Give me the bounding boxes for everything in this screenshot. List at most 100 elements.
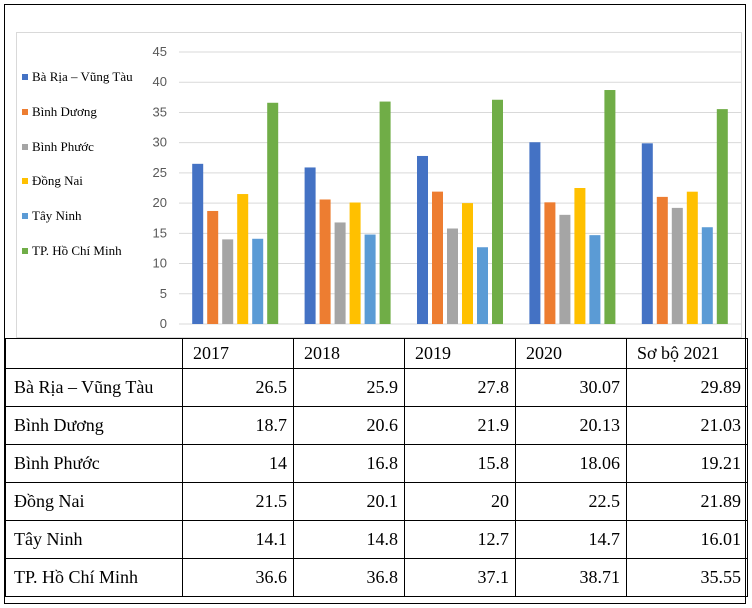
table-cell: 21.89 — [626, 482, 748, 521]
bar — [447, 228, 458, 324]
bar — [379, 101, 391, 324]
bar — [304, 167, 316, 324]
row-label: Bình Dương — [5, 406, 183, 445]
row-label: Bà Rịa – Vũng Tàu — [5, 368, 183, 407]
legend-swatch — [22, 178, 28, 185]
table-header-cell: 2018 — [293, 338, 405, 369]
table-header-cell: 2017 — [182, 338, 294, 369]
bar — [364, 234, 376, 324]
legend-label: Đồng Nai — [32, 173, 83, 189]
legend-label: TP. Hồ Chí Minh — [32, 243, 122, 258]
y-tick-label: 30 — [153, 135, 167, 150]
bar-chart: 0 5 10 15 20 25 30 35 40 45 — [153, 44, 741, 331]
bar — [252, 238, 264, 324]
bar — [477, 247, 488, 324]
legend-item: Bà Rịa – Vũng Tàu — [22, 67, 133, 87]
bar — [641, 143, 653, 324]
table-cell: 21.9 — [404, 406, 516, 445]
bar — [671, 207, 683, 324]
y-tick-label: 15 — [153, 225, 167, 240]
table-cell: 21.5 — [182, 482, 294, 521]
legend-item: TP. Hồ Chí Minh — [22, 241, 122, 261]
bar — [559, 214, 571, 324]
table-row: Bình Phước 14 16.8 15.8 18.06 19.21 — [5, 444, 748, 483]
table-row: Bình Dương 18.7 20.6 21.9 20.13 21.03 — [5, 406, 748, 445]
table-header-cell: 2019 — [404, 338, 516, 369]
bar — [492, 99, 503, 324]
bar — [334, 222, 346, 324]
table-cell: 26.5 — [182, 368, 294, 407]
legend-swatch — [22, 143, 28, 150]
chart-area: 0 5 10 15 20 25 30 35 40 45 Bà Rịa – Vũng Tàu Bình… — [5, 5, 747, 339]
bar — [574, 188, 586, 324]
table-cell: 14.1 — [182, 520, 294, 559]
legend-item: Đồng Nai — [22, 171, 83, 191]
table-header-cell: 2020 — [515, 338, 627, 369]
bar — [319, 199, 331, 324]
bar — [589, 235, 601, 324]
table-cell: 12.7 — [404, 520, 516, 559]
table-cell: 20.6 — [293, 406, 405, 445]
bar — [207, 210, 219, 324]
legend-label: Tây Ninh — [32, 208, 82, 224]
table-cell: 37.1 — [404, 558, 516, 597]
table-cell: 20.1 — [293, 482, 405, 521]
bar — [349, 202, 361, 324]
table-cell: 19.21 — [626, 444, 748, 483]
legend-label: Bình Phước — [32, 138, 94, 154]
bar — [656, 196, 668, 324]
table-row: Bà Rịa – Vũng Tàu 26.5 25.9 27.8 30.07 2… — [5, 368, 748, 407]
y-tick-label: 20 — [153, 195, 167, 210]
table-cell: 25.9 — [293, 368, 405, 407]
legend-item: Tây Ninh — [22, 206, 81, 226]
row-label: Bình Phước — [5, 444, 183, 483]
bar — [544, 202, 556, 324]
y-tick-label: 0 — [160, 316, 167, 331]
table-cell: 21.03 — [626, 406, 748, 445]
legend-swatch — [22, 248, 28, 254]
chart-plot-border — [16, 32, 742, 338]
table-cell: 36.8 — [293, 558, 405, 597]
bar — [529, 142, 541, 324]
y-tick-label: 10 — [153, 256, 167, 271]
y-tick-label: 40 — [153, 74, 167, 89]
legend-label: Bình Dương — [32, 103, 97, 119]
table-cell: 20 — [404, 482, 516, 521]
y-tick-label: 35 — [153, 104, 167, 119]
bar — [716, 109, 728, 325]
table-row: Tây Ninh 14.1 14.8 12.7 14.7 16.01 — [5, 520, 748, 559]
table-row: Đồng Nai 21.5 20.1 20 22.5 21.89 — [5, 482, 748, 521]
row-label: Tây Ninh — [5, 520, 183, 559]
bar — [604, 90, 616, 324]
table-cell: 18.06 — [515, 444, 627, 483]
legend-label: Bà Rịa – Vũng Tàu — [32, 69, 133, 84]
table-cell: 18.7 — [182, 406, 294, 445]
y-tick-label: 25 — [153, 165, 167, 180]
row-label: Đồng Nai — [5, 482, 183, 521]
table-cell: 16.8 — [293, 444, 405, 483]
legend-item: Bình Phước — [22, 137, 94, 157]
table-header-row: 2017 2018 2019 2020 Sơ bộ 2021 — [5, 338, 748, 369]
bar — [222, 239, 234, 324]
legend-swatch — [22, 108, 28, 115]
table-cell: 22.5 — [515, 482, 627, 521]
table-header-cell: Sơ bộ 2021 — [626, 338, 748, 369]
table-cell: 36.6 — [182, 558, 294, 597]
y-tick-label: 5 — [160, 286, 167, 301]
table-cell: 27.8 — [404, 368, 516, 407]
row-label: TP. Hồ Chí Minh — [5, 558, 183, 597]
bar — [701, 227, 713, 324]
bar — [192, 163, 204, 324]
bar — [462, 203, 473, 324]
table-header-cell — [5, 338, 183, 369]
table-cell: 29.89 — [626, 368, 748, 407]
bar — [432, 191, 443, 324]
table-cell: 14 — [182, 444, 294, 483]
table-cell: 38.71 — [515, 558, 627, 597]
table-cell: 14.8 — [293, 520, 405, 559]
legend-swatch — [22, 213, 28, 220]
table-cell: 30.07 — [515, 368, 627, 407]
bar — [267, 102, 279, 324]
bar — [686, 191, 698, 324]
table-row: TP. Hồ Chí Minh 36.6 36.8 37.1 38.71 35.… — [5, 558, 748, 597]
